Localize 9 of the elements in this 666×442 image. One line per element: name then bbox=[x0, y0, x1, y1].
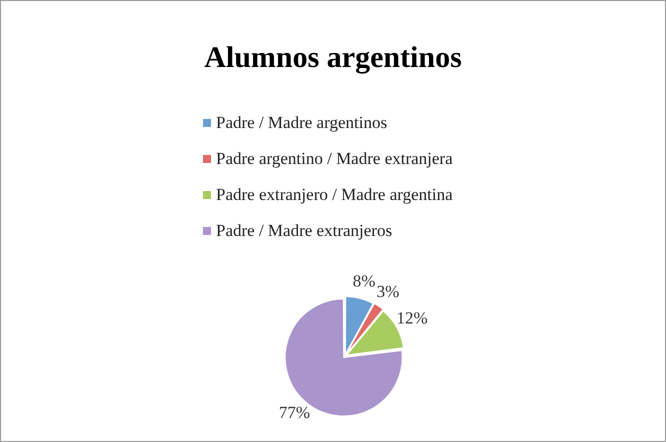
legend-label: Padre / Madre extranjeros bbox=[216, 221, 392, 241]
data-label: 3% bbox=[376, 282, 400, 302]
data-label: 77% bbox=[278, 402, 310, 422]
legend-label: Padre / Madre argentinos bbox=[216, 113, 388, 133]
legend-label: Padre argentino / Madre extranjera bbox=[216, 149, 453, 169]
legend-label: Padre extranjero / Madre argentina bbox=[216, 185, 453, 205]
chart-title: Alumnos argentinos bbox=[203, 41, 463, 75]
data-label: 8% bbox=[352, 271, 376, 290]
data-label: 12% bbox=[396, 308, 428, 328]
